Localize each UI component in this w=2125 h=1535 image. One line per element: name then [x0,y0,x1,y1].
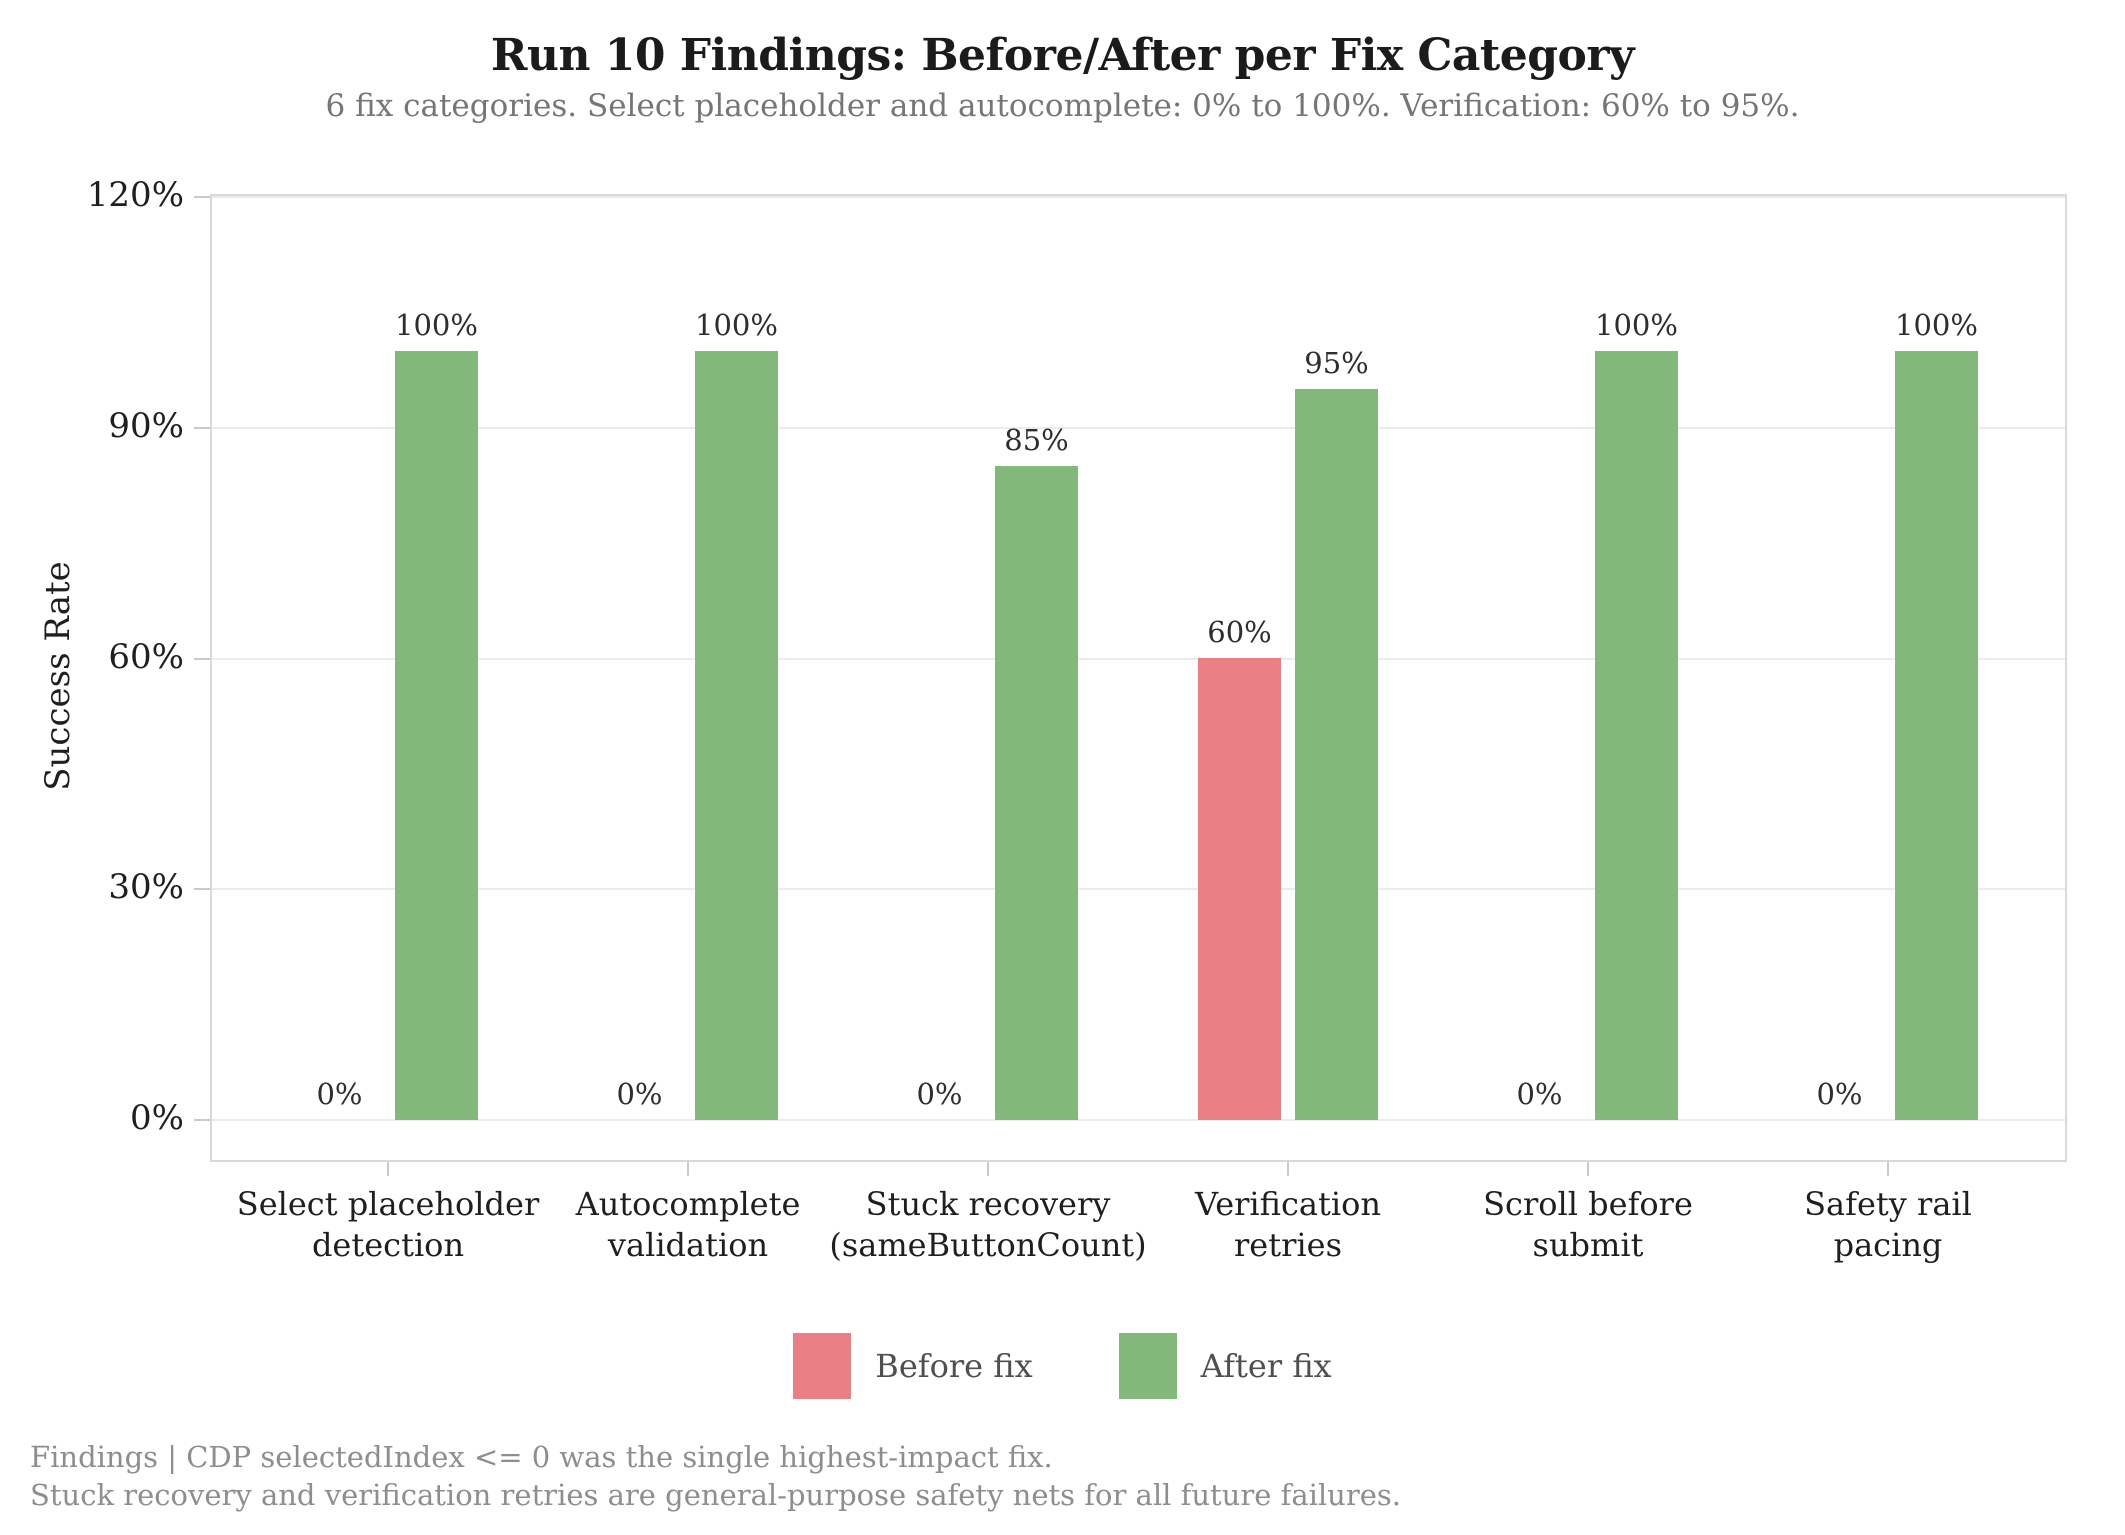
y-tick-label: 30% [108,867,184,908]
category-label: Stuck recovery (sameButtonCount) [829,1185,1147,1264]
legend-swatch-after-fix [1118,1333,1177,1399]
bar-after-fix [995,466,1078,1120]
gridline-60% [212,657,2065,660]
legend: Before fix After fix [0,1333,2125,1399]
legend-label-after-fix: After fix [1200,1347,1332,1385]
y-tick-label: 120% [86,175,184,215]
bar-value-label: 0% [1816,1077,1863,1111]
y-tick-mark [194,1119,210,1121]
chart-subtitle: 6 fix categories. Select placeholder and… [325,88,1800,124]
footer-line-1: Findings | CDP selectedIndex <= 0 was th… [30,1440,1053,1474]
x-tick-mark [1287,1162,1289,1176]
y-tick-mark [194,657,210,660]
bar-after-fix [1295,389,1378,1120]
category-label: Select placeholder detection [236,1185,540,1264]
category-label: Safety rail pacing [1804,1185,1972,1264]
y-tick-mark [194,888,210,891]
bar-value-label: 0% [1516,1077,1563,1111]
category-label: Verification retries [1195,1185,1381,1264]
x-tick-mark [987,1162,989,1176]
legend-swatch-before-fix [793,1333,852,1399]
y-tick-label: 60% [108,636,184,677]
category-label: Scroll before submit [1483,1185,1693,1264]
chart-footer: Findings | CDP selectedIndex <= 0 was th… [30,1438,1401,1514]
bar-after-fix [695,351,778,1120]
bar-after-fix [1595,351,1678,1120]
y-tick-label: 0% [130,1098,184,1138]
bar-value-label: 60% [1207,615,1272,649]
plot-area [210,194,2067,1162]
gridline-30% [212,888,2065,891]
bar-value-label: 100% [1595,308,1678,342]
category-label: Autocomplete validation [575,1185,801,1264]
bar-value-label: 100% [395,308,478,342]
bar-before-fix [1198,658,1281,1120]
bar-value-label: 0% [916,1077,963,1111]
bar-value-label: 95% [1304,346,1369,380]
bar-value-label: 100% [1895,308,1978,342]
x-tick-mark [687,1162,689,1176]
y-tick-label: 90% [108,405,184,446]
bar-value-label: 0% [616,1077,663,1111]
y-tick-mark [194,196,210,198]
x-tick-mark [387,1162,389,1176]
bar-value-label: 0% [316,1077,363,1111]
bar-after-fix [1895,351,1978,1120]
x-tick-mark [1887,1162,1889,1176]
gridline-0% [212,1119,2065,1121]
gridline-120% [212,196,2065,198]
footer-line-2: Stuck recovery and verification retries … [30,1478,1401,1512]
bar-value-label: 85% [1004,423,1069,457]
gridline-90% [212,426,2065,429]
bar-after-fix [395,351,478,1120]
y-tick-mark [194,426,210,429]
legend-label-before-fix: Before fix [875,1347,1033,1385]
bar-value-label: 100% [695,308,778,342]
chart-title: Run 10 Findings: Before/After per Fix Ca… [490,30,1635,81]
x-tick-mark [1587,1162,1589,1176]
